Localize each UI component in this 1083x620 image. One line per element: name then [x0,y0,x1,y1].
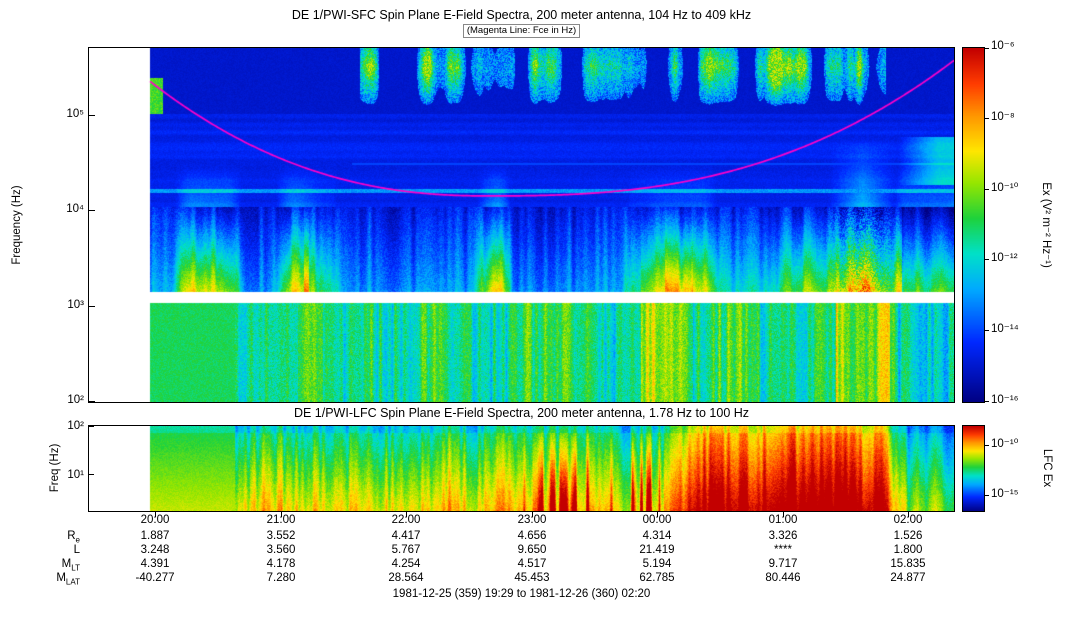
time-tick-label: 00:00 [642,514,672,526]
ephemeris-row-label: MLAT [56,572,80,587]
ephemeris-value: 4.178 [266,558,296,570]
sfc-y-tick-label: 10³ [67,298,84,311]
lfc-colorbar [962,425,985,512]
ephemeris-value: 4.391 [140,558,170,570]
sfc-colorbar-tick-label: 10⁻⁸ [991,110,1015,123]
sfc-y-tick-mark [89,305,95,307]
ephemeris-value: 1.800 [893,544,923,556]
ephemeris-value: 45.453 [514,572,550,584]
sfc-y-tick-label: 10⁴ [66,203,84,216]
lfc-spectrogram-panel [88,425,955,512]
lfc-y-tick-mark [89,426,94,427]
sfc-y-tick-mark [89,401,95,402]
sfc-subtitle: (Magenta Line: Fce in Hz) [462,24,581,38]
sfc-y-axis-label: Frequency (Hz) [11,185,23,265]
ephemeris-value: 15.835 [890,558,926,570]
ephemeris-value: 9.717 [768,558,798,570]
ephemeris-row-label: L [73,544,80,556]
ephemeris-value: 1.526 [893,530,923,542]
ephemeris-value: -40.277 [135,572,175,584]
sfc-y-tick-label: 10⁵ [66,107,84,120]
ephemeris-value: 7.280 [266,572,296,584]
sfc-colorbar-tick-label: 10⁻¹⁴ [991,323,1019,336]
time-tick-mark [657,512,658,517]
sfc-colorbar-tick-label: 10⁻¹⁶ [991,394,1019,406]
ephemeris-value: 4.417 [391,530,421,542]
sfc-colorbar-tick-mark [985,48,989,49]
time-tick-label: 23:00 [517,514,547,526]
time-tick-label: 20:00 [140,514,170,526]
sfc-y-tick-label: 10² [67,394,84,406]
ephemeris-value: 21.419 [639,544,675,556]
lfc-colorbar-canvas [963,426,984,511]
sfc-colorbar-tick-mark [985,259,989,261]
time-tick-mark [281,512,282,517]
lfc-colorbar-tick-mark [985,445,989,447]
sfc-spectrogram-panel [88,47,955,403]
time-range-caption: 1981-12-25 (359) 19:29 to 1981-12-26 (36… [392,588,651,600]
sfc-colorbar-tick-mark [985,330,989,332]
sfc-title: DE 1/PWI-SFC Spin Plane E-Field Spectra,… [291,8,752,22]
ephemeris-value: 62.785 [639,572,675,584]
lfc-y-tick-label: 10² [67,420,84,432]
ephemeris-value: 4.254 [391,558,421,570]
time-tick-mark [155,512,156,517]
ephemeris-value: 1.887 [140,530,170,542]
sfc-colorbar-tick-mark [985,188,989,190]
time-tick-mark [406,512,407,517]
ephemeris-value: 4.517 [517,558,547,570]
sfc-y-tick-mark [89,114,95,116]
sfc-y-tick-mark [89,210,95,212]
sfc-colorbar-canvas [963,48,984,402]
sfc-colorbar-label: Ex (V² m⁻² Hz⁻¹) [1040,182,1052,268]
sfc-colorbar-tick-mark [985,401,989,402]
lfc-colorbar-label: LFC Ex [1041,448,1053,488]
lfc-colorbar-tick-label: 10⁻¹⁵ [991,487,1019,500]
lfc-colorbar-tick-mark [985,494,989,496]
time-tick-mark [532,512,533,517]
ephemeris-row-label: MLT [61,558,80,573]
ephemeris-value: **** [774,544,792,556]
time-tick-label: 01:00 [768,514,798,526]
ephemeris-value: 3.552 [266,530,296,542]
time-tick-mark [908,512,909,517]
time-tick-mark [783,512,784,517]
ephemeris-value: 4.656 [517,530,547,542]
ephemeris-value: 5.767 [391,544,421,556]
lfc-heatmap-canvas [89,426,954,511]
time-tick-label: 21:00 [266,514,296,526]
lfc-title: DE 1/PWI-LFC Spin Plane E-Field Spectra,… [293,406,750,420]
ephemeris-value: 4.314 [642,530,672,542]
ephemeris-value: 28.564 [388,572,424,584]
sfc-colorbar [962,47,985,403]
time-tick-label: 22:00 [391,514,421,526]
ephemeris-value: 24.877 [890,572,926,584]
sfc-colorbar-tick-label: 10⁻¹² [991,252,1018,265]
sfc-colorbar-tick-mark [985,117,989,119]
sfc-subtitle-row: (Magenta Line: Fce in Hz) [88,24,955,38]
lfc-y-tick-label: 10¹ [67,468,84,481]
ephemeris-value: 3.560 [266,544,296,556]
sfc-colorbar-tick-label: 10⁻⁶ [991,40,1015,52]
ephemeris-value: 3.248 [140,544,170,556]
sfc-heatmap-canvas [89,48,954,402]
lfc-y-tick-mark [89,473,94,475]
ephemeris-value: 5.194 [642,558,672,570]
ephemeris-value: 9.650 [517,544,547,556]
ephemeris-value: 3.326 [768,530,798,542]
sfc-colorbar-tick-label: 10⁻¹⁰ [991,181,1019,194]
ephemeris-value: 80.446 [765,572,801,584]
ephemeris-row-label: Re [67,530,80,545]
time-tick-label: 02:00 [893,514,923,526]
lfc-colorbar-tick-label: 10⁻¹⁰ [991,438,1019,451]
